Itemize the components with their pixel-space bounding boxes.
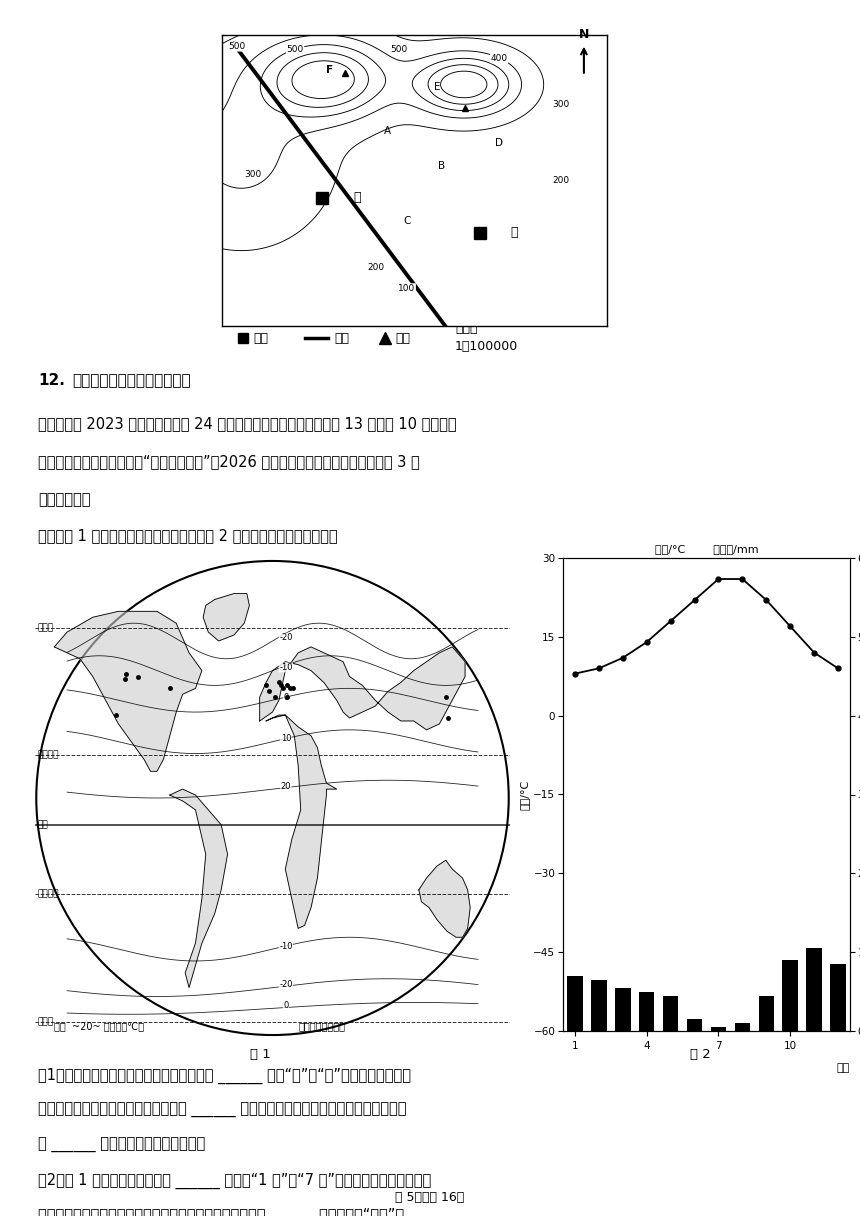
Text: 比例尺: 比例尺 [455, 322, 477, 336]
Ellipse shape [36, 561, 509, 1035]
Text: 100: 100 [398, 283, 415, 293]
Bar [639, 991, 654, 1031]
Bar [687, 1019, 703, 1031]
Text: （1）图中还没有举办过冬奥会的地区分布于 ______ （填“南”或“北”）半球；冬奥会举: （1）图中还没有举办过冬奥会的地区分布于 ______ （填“南”或“北”）半球… [38, 1068, 411, 1085]
Text: 历届奥运会举办地: 历届奥运会举办地 [298, 1021, 345, 1031]
Text: 材料二图 1 为历届冬奥会举办地示意图，图 2 为意大利首都罗马气候图。: 材料二图 1 为历届冬奥会举办地示意图，图 2 为意大利首都罗马气候图。 [38, 528, 338, 544]
Title: 气温/°C        降水量/mm: 气温/°C 降水量/mm [654, 545, 759, 554]
Text: 办届数最多的大洲，绝大多数国家属于 ______ （经济发展水平）国家，该大洲南部有著名: 办届数最多的大洲，绝大多数国家属于 ______ （经济发展水平）国家，该大洲南… [38, 1103, 407, 1118]
Text: 200: 200 [367, 264, 384, 272]
Text: 北极圈: 北极圈 [38, 623, 53, 632]
Text: 第 5页，共 16页: 第 5页，共 16页 [396, 1190, 464, 1204]
Text: 300: 300 [552, 101, 569, 109]
Bar [710, 1028, 726, 1031]
Text: C: C [403, 216, 410, 226]
Bar [663, 996, 679, 1031]
Text: -10: -10 [280, 663, 292, 672]
Bar [830, 964, 846, 1031]
Polygon shape [260, 647, 465, 730]
Text: E: E [434, 83, 441, 92]
Text: 12.: 12. [38, 373, 64, 388]
Polygon shape [203, 593, 249, 641]
Bar [615, 987, 630, 1031]
Y-axis label: 气温/°C: 气温/°C [519, 779, 529, 810]
Text: 南回归线: 南回归线 [38, 890, 59, 899]
Text: A: A [384, 126, 391, 136]
Text: -20: -20 [280, 634, 292, 642]
Text: 南极圈: 南极圈 [38, 1018, 53, 1026]
Text: 河流: 河流 [334, 332, 349, 344]
Text: F: F [326, 64, 334, 75]
Polygon shape [169, 789, 228, 987]
Bar [591, 980, 606, 1031]
Text: 北回归线: 北回归线 [38, 750, 59, 760]
Bar [807, 948, 822, 1031]
Bar [734, 1023, 750, 1031]
Text: 200: 200 [552, 176, 569, 185]
Text: -20: -20 [280, 980, 292, 989]
Text: 1：100000: 1：100000 [455, 340, 519, 354]
Polygon shape [266, 715, 336, 928]
Text: 图例  ~20~ 等温线（℃）: 图例 ~20~ 等温线（℃） [54, 1021, 144, 1031]
Text: 10: 10 [280, 734, 291, 743]
Text: 举办冬奥会。: 举办冬奥会。 [38, 492, 90, 507]
Text: N: N [579, 28, 589, 41]
Text: 甲: 甲 [511, 226, 519, 240]
Text: 500: 500 [229, 43, 246, 51]
Text: 的 ______ 山脉，适合开展冰雪运动。: 的 ______ 山脉，适合开展冰雪运动。 [38, 1138, 206, 1153]
Text: 400: 400 [491, 54, 507, 63]
Text: 0: 0 [283, 1001, 288, 1009]
Text: 乙: 乙 [353, 191, 360, 204]
Text: 读图文材料，完成下列问题。: 读图文材料，完成下列问题。 [72, 373, 191, 388]
Text: 山脉周边国家举行，被称为“冬季运动之乡”。2026 年冬奥会设在意大利，该国将是第 3 次: 山脉周边国家举行，被称为“冬季运动之乡”。2026 年冬奥会设在意大利，该国将是… [38, 454, 420, 469]
Polygon shape [54, 612, 202, 771]
Text: （2）图 1 中等温线所示月份为 ______ （选填“1 月”或“7 月”）；由图中等温线分布规: （2）图 1 中等温线所示月份为 ______ （选填“1 月”或“7 月”）；… [38, 1173, 431, 1189]
Text: 律得出气温大致由低纬向高纬递减，判断其主要影响因素为 ______ 因素（选填“纬度”或: 律得出气温大致由低纬向高纬递减，判断其主要影响因素为 ______ 因素（选填“… [38, 1207, 404, 1216]
Text: 月份: 月份 [837, 1063, 850, 1073]
Text: 300: 300 [244, 170, 261, 179]
Text: 城镇: 城镇 [253, 332, 268, 344]
Bar [568, 975, 583, 1031]
Text: 材料一截止 2023 年，全球已举办 24 届冬奥会，其中欧洲西部举办了 13 届，有 10 届是在某: 材料一截止 2023 年，全球已举办 24 届冬奥会，其中欧洲西部举办了 13 … [38, 416, 457, 430]
Text: 山峰: 山峰 [395, 332, 410, 344]
Text: B: B [438, 161, 445, 171]
Text: 20: 20 [280, 782, 291, 790]
Text: 图 2: 图 2 [690, 1048, 710, 1062]
Text: 图 1: 图 1 [249, 1048, 270, 1062]
Text: D: D [495, 137, 503, 147]
Text: 0: 0 [283, 693, 288, 702]
Polygon shape [419, 860, 470, 938]
Text: 赤道: 赤道 [38, 820, 48, 829]
Text: 500: 500 [286, 45, 304, 54]
Bar [783, 961, 798, 1031]
Text: -10: -10 [280, 941, 292, 951]
Bar [759, 996, 774, 1031]
Text: 500: 500 [390, 45, 408, 54]
